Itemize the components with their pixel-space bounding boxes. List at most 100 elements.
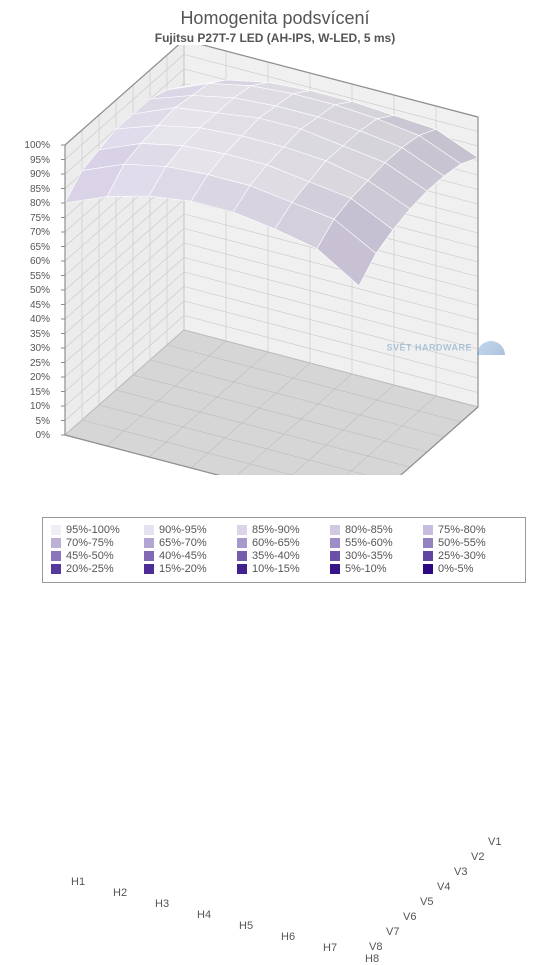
z-tick-label: 65% [30, 243, 50, 253]
legend-label: 70%-75% [66, 537, 114, 549]
legend-label: 20%-25% [66, 563, 114, 575]
legend-item: 50%-55% [423, 537, 516, 549]
x-tick-label: H4 [197, 909, 211, 921]
surface-3d-svg [0, 45, 550, 475]
legend-swatch [423, 525, 433, 535]
legend-item: 35%-40% [237, 550, 330, 562]
legend-item: 90%-95% [144, 524, 237, 536]
y-tick-label: V1 [488, 836, 501, 848]
legend-item: 10%-15% [237, 563, 330, 575]
z-tick-label: 55% [30, 272, 50, 282]
legend-item: 55%-60% [330, 537, 423, 549]
legend-swatch [423, 551, 433, 561]
legend-swatch [330, 564, 340, 574]
legend-item: 65%-70% [144, 537, 237, 549]
legend-item: 95%-100% [51, 524, 144, 536]
legend-item: 5%-10% [330, 563, 423, 575]
z-tick-label: 5% [36, 417, 50, 427]
y-tick-label: V3 [454, 866, 467, 878]
y-tick-label: V7 [386, 926, 399, 938]
legend-label: 85%-90% [252, 524, 300, 536]
legend-swatch [51, 551, 61, 561]
y-tick-label: V8 [369, 941, 382, 953]
legend-item: 30%-35% [330, 550, 423, 562]
z-tick-label: 90% [30, 170, 50, 180]
chart-plot-area: 100% 95% 90% 85% 80% 75% 70% 65% 60% 55% 50% 45% 40%… [0, 45, 550, 475]
z-tick-label: 40% [30, 315, 50, 325]
legend-swatch [237, 525, 247, 535]
z-tick-label: 100% [24, 141, 50, 151]
legend-swatch [144, 525, 154, 535]
legend-swatch [144, 538, 154, 548]
y-tick-label: V5 [420, 896, 433, 908]
legend-swatch [423, 538, 433, 548]
legend-swatch [51, 564, 61, 574]
legend-row: 95%-100% 90%-95% 85%-90% 80%-85% 75%-80% [51, 524, 517, 536]
legend-label: 35%-40% [252, 550, 300, 562]
x-tick-label: H8 [365, 953, 379, 965]
legend-label: 60%-65% [252, 537, 300, 549]
z-tick-label: 20% [30, 373, 50, 383]
legend-item: 40%-45% [144, 550, 237, 562]
y-tick-label: V2 [471, 851, 484, 863]
legend-row: 70%-75% 65%-70% 60%-65% 55%-60% 50%-55% [51, 537, 517, 549]
legend-label: 5%-10% [345, 563, 387, 575]
legend-swatch [51, 525, 61, 535]
x-tick-label: H2 [113, 887, 127, 899]
z-tick-label: 80% [30, 199, 50, 209]
watermark-globe-icon [477, 341, 505, 355]
watermark: SVĚT HARDWARE [386, 341, 505, 355]
chart-subtitle: Fujitsu P27T-7 LED (AH-IPS, W-LED, 5 ms) [0, 31, 550, 45]
z-tick-label: 75% [30, 214, 50, 224]
legend-swatch [330, 551, 340, 561]
z-tick-label: 10% [30, 402, 50, 412]
legend-label: 90%-95% [159, 524, 207, 536]
legend-label: 65%-70% [159, 537, 207, 549]
legend-label: 80%-85% [345, 524, 393, 536]
legend-swatch [237, 564, 247, 574]
legend-label: 95%-100% [66, 524, 120, 536]
legend-swatch [330, 525, 340, 535]
legend-swatch [330, 538, 340, 548]
legend-box: 95%-100%90%-95%85%-90%80%-85%75%-80%70%-… [42, 517, 526, 583]
watermark-text: SVĚT HARDWARE [386, 342, 472, 352]
legend-item: 20%-25% [51, 563, 144, 575]
legend-label: 55%-60% [345, 537, 393, 549]
legend-label: 25%-30% [438, 550, 486, 562]
legend-row: 45%-50% 40%-45% 35%-40% 30%-35% 25%-30% [51, 550, 517, 562]
x-tick-label: H7 [323, 942, 337, 954]
legend-item: 15%-20% [144, 563, 237, 575]
legend-item: 45%-50% [51, 550, 144, 562]
z-tick-label: 85% [30, 185, 50, 195]
z-tick-label: 95% [30, 156, 50, 166]
legend-label: 10%-15% [252, 563, 300, 575]
legend-label: 40%-45% [159, 550, 207, 562]
x-tick-label: H3 [155, 898, 169, 910]
chart-container: Homogenita podsvícení Fujitsu P27T-7 LED… [0, 0, 550, 589]
chart-title: Homogenita podsvícení [0, 0, 550, 29]
legend-item: 0%-5% [423, 563, 516, 575]
legend-label: 50%-55% [438, 537, 486, 549]
x-tick-label: H1 [71, 876, 85, 888]
legend-item: 80%-85% [330, 524, 423, 536]
legend-item: 75%-80% [423, 524, 516, 536]
z-tick-label: 70% [30, 228, 50, 238]
legend-item: 25%-30% [423, 550, 516, 562]
legend-label: 15%-20% [159, 563, 207, 575]
z-tick-label: 35% [30, 330, 50, 340]
legend-label: 30%-35% [345, 550, 393, 562]
z-tick-label: 25% [30, 359, 50, 369]
legend-row: 20%-25% 15%-20% 10%-15% 5%-10% 0%-5% [51, 563, 517, 575]
legend-item: 85%-90% [237, 524, 330, 536]
legend-swatch [144, 564, 154, 574]
legend-swatch [144, 551, 154, 561]
z-tick-label: 50% [30, 286, 50, 296]
legend-item: 70%-75% [51, 537, 144, 549]
legend-label: 0%-5% [438, 563, 473, 575]
x-tick-label: H5 [239, 920, 253, 932]
z-tick-label: 0% [36, 431, 50, 441]
legend-swatch [423, 564, 433, 574]
z-tick-label: 60% [30, 257, 50, 267]
z-tick-label: 30% [30, 344, 50, 354]
z-tick-label: 45% [30, 301, 50, 311]
